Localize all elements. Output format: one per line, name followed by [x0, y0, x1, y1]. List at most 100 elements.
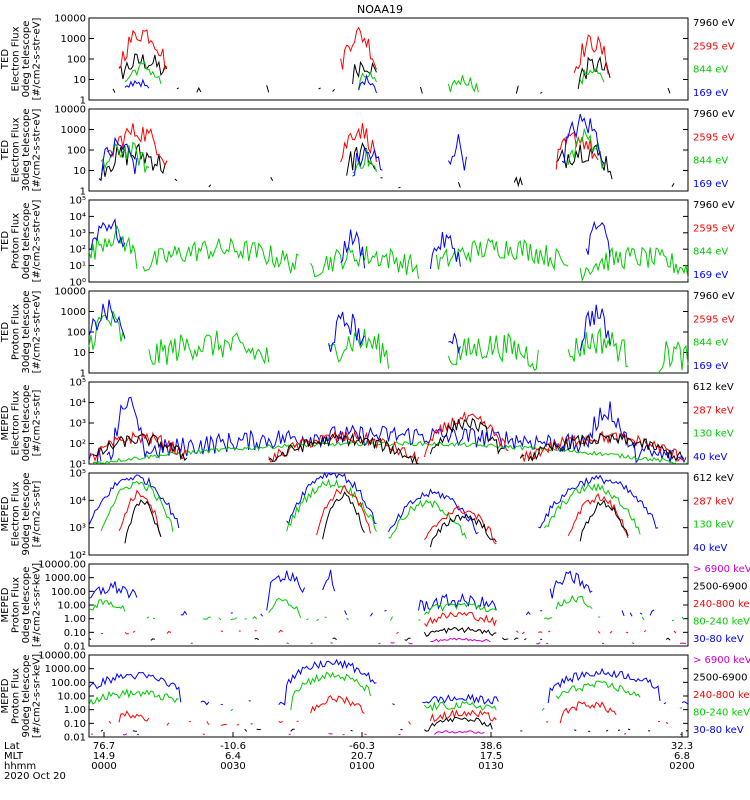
y-tick-label: 0.10 [64, 628, 86, 639]
y-tick-label: 10 [73, 75, 86, 86]
y-label-line: 90deg telescope [21, 472, 32, 555]
panel-3: 10⁵ 10⁴ 10³ 10² 10¹ 10⁰ TED Proton Flux 0deg tel… [0, 196, 735, 289]
y-tick-label: 10⁰ [69, 278, 86, 289]
y-tick-label: 1.00 [64, 614, 86, 625]
series-240-800-kev [109, 696, 688, 726]
y-tick-label: 10² [69, 245, 86, 256]
legend-entry: 2500-6900 [693, 673, 748, 684]
y-tick-label: 0.10 [64, 719, 86, 730]
legend-entry: 7960 eV [693, 291, 735, 302]
y-label-line: [#/cm2-s-sr-keV] [32, 563, 43, 647]
x-tick-lat: 38.6 [480, 741, 502, 752]
x-tick-mlt: 6.8 [674, 751, 690, 762]
y-label-line: 0deg telescope [21, 203, 32, 280]
series-287-kev [118, 484, 629, 545]
y-label-line: MEPED [0, 496, 11, 531]
series-80-240-kev [89, 596, 688, 621]
y-tick-label: 1000 [61, 34, 86, 45]
legend-entry: 287 keV [693, 405, 734, 416]
y-tick-label: 10⁴ [69, 212, 86, 223]
y-tick-label: 10⁵ [69, 196, 86, 207]
series-2595-ev [106, 123, 599, 170]
y-tick-label: 100 [67, 328, 86, 339]
legend-entry: 2595 eV [693, 41, 735, 52]
y-axis-label: MEPED Electron Flux 90deg telescope [#/cm2-… [0, 472, 43, 555]
series-844-ev [124, 61, 605, 93]
y-tick-label: 10000.00 [38, 560, 86, 571]
x-tick-mlt: 17.5 [480, 751, 502, 762]
series-7960-ev [99, 143, 686, 188]
legend-entry: 844 eV [693, 156, 728, 167]
series-2595-ev [118, 26, 611, 75]
legend-entry: 169 eV [693, 361, 728, 372]
series-169-ev [88, 217, 611, 270]
y-label-line: Electron Flux [11, 390, 22, 455]
series-844-ev [88, 310, 689, 374]
y-tick-label: 1.00 [64, 705, 86, 716]
y-axis-label: TED Proton Flux 30deg telescope [#/cm2-s-st… [0, 290, 43, 373]
panel-frame [88, 472, 689, 556]
panel-frame [88, 199, 689, 283]
y-tick-label: 1 [80, 187, 86, 198]
legend-entry: 2595 eV [693, 223, 735, 234]
series-169-ev [124, 74, 377, 94]
legend-entry: 2595 eV [693, 314, 735, 325]
y-tick-label: 10³ [69, 523, 86, 534]
x-row-label: 2020 Oct 20 [4, 771, 66, 782]
y-label-line: 0deg telescope [21, 567, 32, 644]
y-label-line: [#/cm2-s-str] [32, 480, 43, 547]
legend-entry: 612 keV [693, 473, 734, 484]
legend-entry: 169 eV [693, 179, 728, 190]
y-label-line: 30deg telescope [21, 290, 32, 373]
y-tick-label: 10000.00 [38, 651, 86, 662]
y-label-line: Proton Flux [11, 213, 22, 269]
y-tick-label: 100.00 [51, 678, 86, 689]
y-tick-label: 10000 [54, 287, 86, 298]
legend-entry: > 6900 keV [693, 564, 750, 575]
y-tick-label: 1000 [61, 125, 86, 136]
y-tick-label: 10000 [54, 14, 86, 25]
x-tick-lat: 32.3 [671, 741, 693, 752]
y-tick-label: 100 [67, 146, 86, 157]
legend-entry: 7960 eV [693, 109, 735, 120]
y-label-line: MEPED [0, 678, 11, 713]
legend-entry: 30-80 keV [693, 634, 744, 645]
legend-entry: 2595 eV [693, 132, 735, 143]
y-label-line: Proton Flux [11, 668, 22, 724]
x-tick-hhmm: 0000 [91, 761, 116, 772]
y-label-line: MEPED [0, 405, 11, 440]
x-tick-hhmm: 0030 [220, 761, 245, 772]
panel-8: 10000.00 1000.00 100.00 10.00 1.00 0.10 0.01 ME… [0, 651, 750, 744]
x-row-label: MLT [4, 751, 24, 762]
y-label-line: Proton Flux [11, 304, 22, 360]
y-tick-label: 10¹ [69, 261, 86, 272]
y-label-line: Electron Flux [11, 481, 22, 546]
y-tick-label: 0.01 [64, 642, 86, 653]
y-axis-label: MEPED Proton Flux 0deg telescope [#/cm2-s-s… [0, 563, 43, 647]
legend-entry: 240-800 ke [693, 599, 750, 610]
y-tick-label: 10.00 [57, 601, 86, 612]
panel-frame [88, 654, 689, 738]
y-label-line: TED [0, 140, 11, 161]
y-label-line: Electron Flux [11, 117, 22, 182]
series--6900-kev [91, 731, 688, 735]
x-row-label: Lat [4, 741, 20, 752]
legend-entry: > 6900 keV [693, 655, 750, 666]
y-label-line: 0deg telescope [21, 385, 32, 462]
y-tick-label: 10.00 [57, 692, 86, 703]
panel-frame [88, 108, 689, 192]
y-tick-label: 1 [80, 369, 86, 380]
x-tick-mlt: 14.9 [93, 751, 115, 762]
y-axis-label: TED Electron Flux 0deg telescope [#/cm2-s-s… [0, 18, 43, 101]
legend-entry: 130 keV [693, 429, 734, 440]
legend-entry: 612 keV [693, 382, 734, 393]
y-tick-label: 10 [73, 166, 86, 177]
series-7960-ev [113, 54, 678, 94]
x-row-label: hhmm [4, 761, 36, 772]
y-tick-label: 10¹ [69, 460, 86, 471]
legend-entry: 169 eV [693, 270, 728, 281]
x-tick-hhmm: 0200 [669, 761, 694, 772]
series-844-ev [88, 224, 689, 282]
y-axis-label: MEPED Electron Flux 0deg telescope [#/cm2-s… [0, 385, 43, 462]
panel-5: 10⁵ 10⁴ 10³ 10² 10¹ MEPED Electron Flux 0deg te… [0, 378, 734, 471]
